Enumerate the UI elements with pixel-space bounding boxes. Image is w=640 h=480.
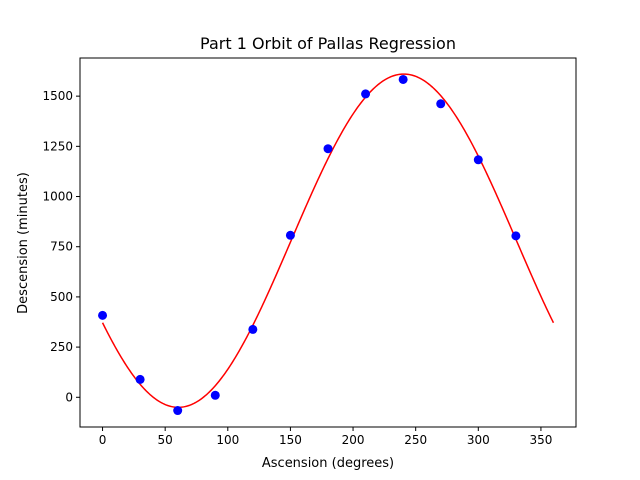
data-point	[248, 324, 258, 334]
x-tick-label: 350	[529, 433, 552, 447]
data-point	[511, 231, 521, 241]
x-axis-label: Ascension (degrees)	[262, 456, 394, 471]
data-point	[135, 374, 145, 384]
x-tick-label: 250	[404, 433, 427, 447]
data-point	[173, 406, 183, 416]
y-tick-label: 1000	[42, 190, 73, 204]
axes-frame	[79, 57, 577, 428]
y-tick-label: 0	[65, 390, 73, 404]
data-point	[473, 155, 483, 165]
data-point	[398, 74, 408, 84]
y-tick-label: 500	[50, 290, 73, 304]
data-point	[98, 310, 108, 320]
x-tick-label: 150	[279, 433, 302, 447]
data-point	[436, 99, 446, 109]
data-point	[361, 89, 371, 99]
y-tick-label: 750	[50, 240, 73, 254]
y-axis-label: Descension (minutes)	[16, 172, 31, 314]
y-tick-label: 1250	[42, 139, 73, 153]
y-tick-label: 250	[50, 340, 73, 354]
plot-area: 0 50 100 150 200 250 300 350 0 250 500 750 1000 1250 1…	[42, 57, 577, 447]
data-point	[210, 390, 220, 400]
data-point	[323, 144, 333, 154]
chart-title: Part 1 Orbit of Pallas Regression	[200, 34, 456, 53]
x-tick-label: 50	[158, 433, 173, 447]
data-point	[285, 230, 295, 240]
x-tick-label: 100	[216, 433, 239, 447]
x-tick-label: 300	[467, 433, 490, 447]
x-tick-label: 200	[342, 433, 365, 447]
y-tick-label: 1500	[42, 89, 73, 103]
x-tick-label: 0	[99, 433, 107, 447]
